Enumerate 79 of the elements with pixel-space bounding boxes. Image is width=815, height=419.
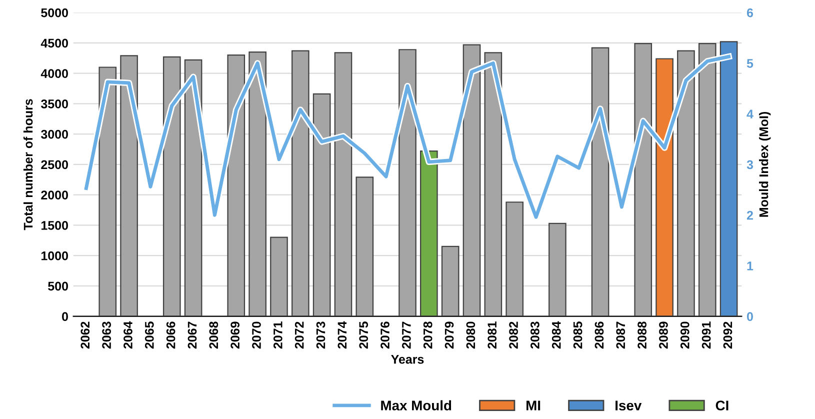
x-tick-label: 2085 bbox=[573, 322, 582, 349]
x-tick-label: 2079 bbox=[444, 322, 454, 349]
x-tick-label: 2067 bbox=[188, 322, 197, 349]
legend-label: CI bbox=[716, 400, 728, 410]
bar bbox=[720, 41, 738, 316]
legend-label: Isev bbox=[616, 400, 642, 410]
bar bbox=[270, 236, 288, 316]
bar bbox=[548, 222, 566, 316]
x-tick-label: 2068 bbox=[209, 322, 218, 349]
y2-axis-title: Mould Index (MoI) bbox=[759, 112, 771, 217]
x-tick-label: 2072 bbox=[294, 322, 304, 349]
legend-label: MI bbox=[526, 400, 540, 410]
y-axis-title: Total number of hours bbox=[23, 99, 33, 230]
x-tick-label: 2092 bbox=[723, 322, 732, 349]
x-tick-label: 2071 bbox=[273, 322, 282, 349]
x-tick-label: 2070 bbox=[252, 322, 261, 349]
x-tick-label: 2083 bbox=[530, 322, 540, 349]
bar bbox=[506, 202, 524, 316]
bar bbox=[677, 50, 695, 316]
y-tick-label: 1500 bbox=[41, 221, 68, 230]
bar bbox=[291, 50, 310, 316]
bar bbox=[398, 49, 416, 316]
bar bbox=[227, 54, 246, 316]
x-tick-label: 2073 bbox=[316, 322, 326, 349]
bar bbox=[162, 56, 181, 316]
x-tick-label: 2081 bbox=[488, 322, 497, 349]
y-tick-label: 3500 bbox=[40, 100, 68, 108]
y2-tick-label: 6 bbox=[746, 8, 754, 18]
y2-tick-label: 4 bbox=[746, 110, 754, 118]
y2-tick-label: 5 bbox=[746, 59, 754, 68]
bar bbox=[591, 47, 610, 316]
x-tick-label: 2082 bbox=[509, 322, 518, 349]
y2-tick-label: 0 bbox=[747, 312, 753, 321]
x-tick-label: 2089 bbox=[659, 322, 668, 349]
x-tick-label: 2062 bbox=[80, 322, 90, 349]
x-tick-label: 2069 bbox=[230, 322, 240, 349]
bar bbox=[634, 43, 652, 316]
bar bbox=[441, 246, 460, 316]
x-tick-label: 2077 bbox=[402, 322, 411, 349]
x-tick-label: 2065 bbox=[144, 322, 154, 349]
x-tick-label: 2064 bbox=[124, 321, 132, 349]
y-tick-label: 500 bbox=[48, 282, 68, 291]
y-tick-label: 2500 bbox=[41, 160, 68, 170]
x-tick-label: 2091 bbox=[702, 322, 711, 349]
bar bbox=[656, 58, 674, 316]
bar bbox=[248, 52, 266, 316]
bar bbox=[120, 55, 138, 316]
bar bbox=[462, 44, 481, 316]
x-tick-label: 2087 bbox=[616, 322, 626, 349]
x-tick-label: 2088 bbox=[638, 322, 646, 349]
x-tick-label: 2063 bbox=[102, 322, 111, 349]
x-tick-label: 2075 bbox=[359, 322, 368, 349]
bar bbox=[312, 93, 331, 316]
x-tick-label: 2080 bbox=[466, 322, 476, 349]
bar bbox=[334, 52, 352, 316]
bar bbox=[420, 150, 438, 316]
y-tick-label: 2000 bbox=[41, 190, 68, 200]
bar bbox=[356, 176, 374, 316]
x-axis-title: Years bbox=[391, 355, 424, 364]
y-tick-label: 1000 bbox=[41, 251, 68, 260]
bar bbox=[98, 66, 117, 316]
x-tick-label: 2078 bbox=[423, 322, 432, 349]
bar bbox=[698, 43, 716, 316]
y-tick-label: 4500 bbox=[40, 38, 68, 48]
legend-label: Max Mould bbox=[381, 400, 452, 410]
x-tick-label: 2074 bbox=[338, 321, 347, 349]
y-tick-label: 3000 bbox=[40, 130, 68, 139]
x-tick-label: 2084 bbox=[552, 321, 561, 349]
x-tick-label: 2090 bbox=[680, 322, 690, 349]
y-tick-label: 0 bbox=[62, 312, 68, 321]
y-tick-label: 4000 bbox=[40, 69, 68, 78]
bar bbox=[484, 52, 502, 316]
x-tick-label: 2086 bbox=[594, 322, 604, 349]
y2-tick-label: 3 bbox=[746, 160, 754, 170]
x-tick-label: 2076 bbox=[380, 322, 390, 349]
y2-tick-label: 1 bbox=[747, 262, 754, 270]
y2-tick-label: 2 bbox=[746, 210, 753, 220]
x-tick-label: 2066 bbox=[166, 322, 176, 349]
y-tick-label: 5000 bbox=[41, 8, 68, 18]
